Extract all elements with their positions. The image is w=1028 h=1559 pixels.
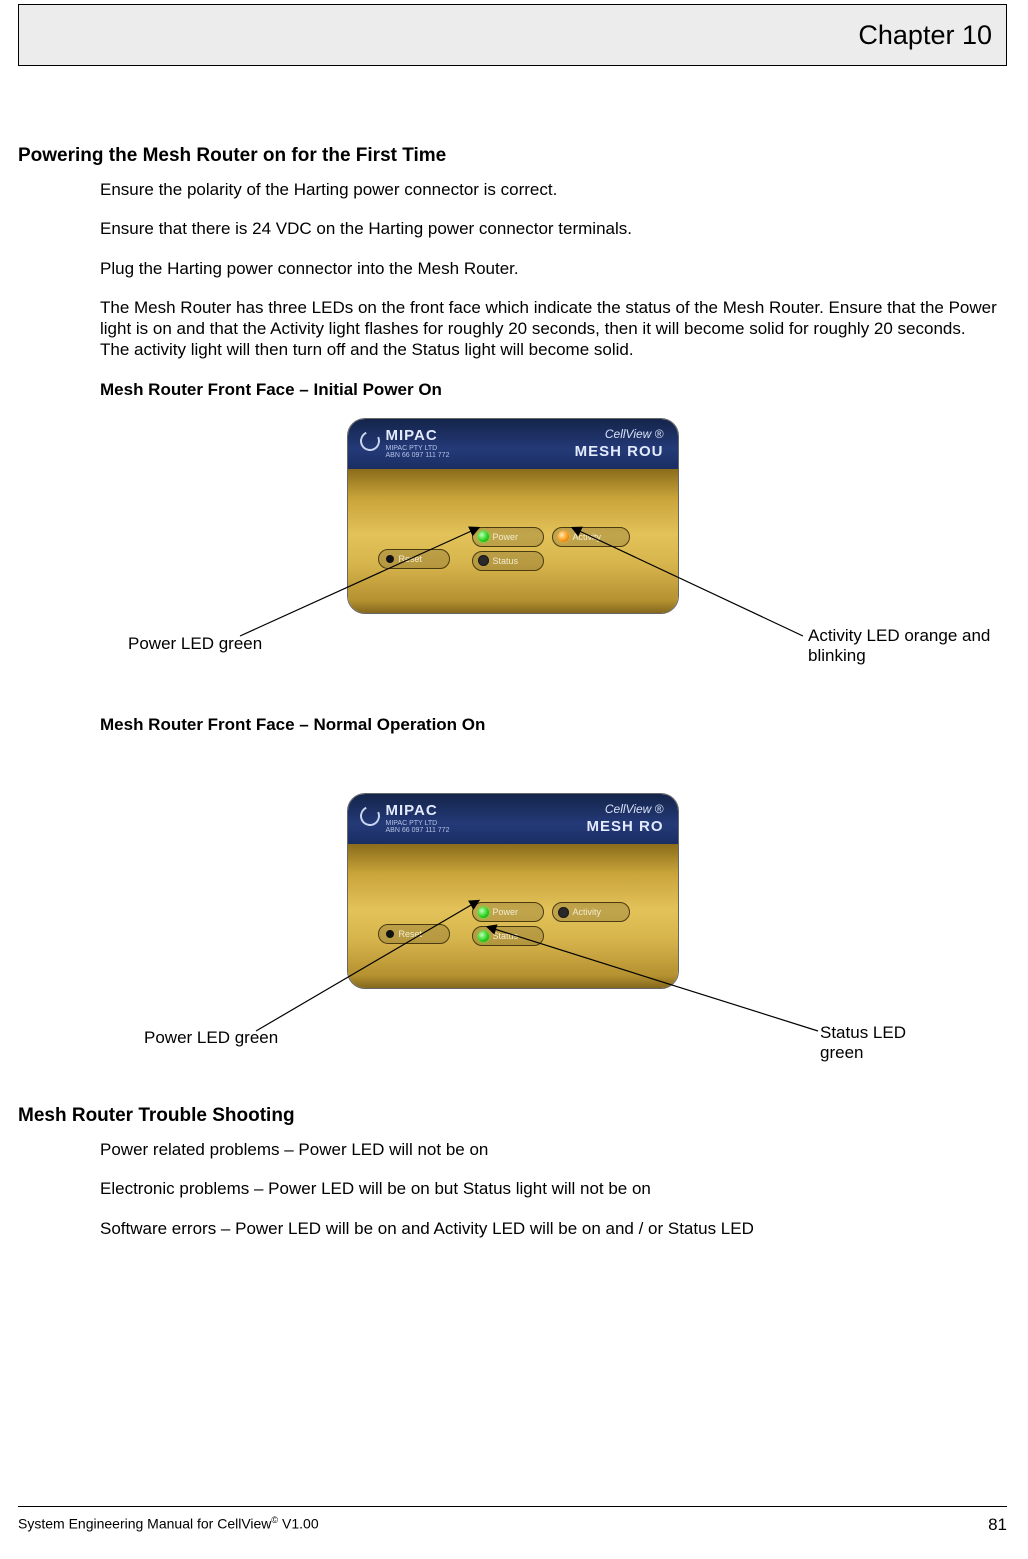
activity-led-icon <box>558 907 569 918</box>
footer-title-pre: System Engineering Manual for CellView <box>18 1516 271 1532</box>
para: Ensure that there is 24 VDC on the Harti… <box>100 218 997 239</box>
fig1-right-label: Activity LED orange and blinking <box>808 626 998 667</box>
activity-pill: Activity <box>552 902 630 922</box>
logo-icon <box>357 428 383 454</box>
status-label: Status <box>493 556 519 566</box>
para: Power related problems – Power LED will … <box>100 1139 997 1160</box>
figure-1-caption: Mesh Router Front Face – Initial Power O… <box>100 379 997 400</box>
device-body-strip: Reset Power Status Activity <box>348 469 678 614</box>
fig2-right-label: Status LED green <box>820 1023 950 1064</box>
fig1-left-label: Power LED green <box>128 634 262 654</box>
power-led-icon <box>478 907 489 918</box>
status-pill: Status <box>472 926 544 946</box>
device-top-strip: MIPAC MIPAC PTY LTD ABN 66 097 111 772 C… <box>348 794 678 844</box>
reset-pill: Reset <box>378 549 450 569</box>
product-top: CellView ® <box>605 427 664 441</box>
power-led-icon <box>478 531 489 542</box>
footer-doc-title: System Engineering Manual for CellView© … <box>18 1515 319 1532</box>
reset-hole-icon <box>386 555 394 563</box>
status-led-icon <box>478 931 489 942</box>
section-2-title: Mesh Router Trouble Shooting <box>18 1105 1007 1127</box>
reset-label: Reset <box>399 554 423 564</box>
figure-2-caption: Mesh Router Front Face – Normal Operatio… <box>100 714 997 735</box>
activity-led-icon <box>558 531 569 542</box>
para: Electronic problems – Power LED will be … <box>100 1178 997 1199</box>
chapter-header: Chapter 10 <box>18 4 1007 66</box>
reset-hole-icon <box>386 930 394 938</box>
activity-label: Activity <box>573 907 602 917</box>
power-pill: Power <box>472 902 544 922</box>
brand-text: MIPAC <box>386 427 438 444</box>
device-top-strip: MIPAC MIPAC PTY LTD ABN 66 097 111 772 C… <box>348 419 678 469</box>
activity-pill: Activity <box>552 527 630 547</box>
footer-title-post: V1.00 <box>278 1516 318 1532</box>
para: Software errors – Power LED will be on a… <box>100 1218 997 1239</box>
activity-label: Activity <box>573 532 602 542</box>
power-label: Power <box>493 907 519 917</box>
page-footer: System Engineering Manual for CellView© … <box>18 1506 1007 1535</box>
brand-text: MIPAC <box>386 802 438 819</box>
page-content: Powering the Mesh Router on for the Firs… <box>18 145 1007 1257</box>
brand-sub1: MIPAC PTY LTD <box>386 445 438 452</box>
reset-pill: Reset <box>378 924 450 944</box>
fig2-left-label: Power LED green <box>144 1028 278 1048</box>
figure-2: MIPAC MIPAC PTY LTD ABN 66 097 111 772 C… <box>18 753 1007 1093</box>
para: Ensure the polarity of the Harting power… <box>100 179 997 200</box>
device-body-strip: Reset Power Status Activity <box>348 844 678 989</box>
chapter-title: Chapter 10 <box>858 20 992 51</box>
brand-sub2: ABN 66 097 111 772 <box>386 827 450 834</box>
status-pill: Status <box>472 551 544 571</box>
device-photo-1: MIPAC MIPAC PTY LTD ABN 66 097 111 772 C… <box>347 418 679 614</box>
brand-sub: MIPAC PTY LTD ABN 66 097 111 772 <box>386 820 450 834</box>
logo-icon <box>357 803 383 829</box>
product-main: MESH RO <box>586 818 663 835</box>
product-top: CellView ® <box>605 802 664 816</box>
product-main: MESH ROU <box>575 443 664 460</box>
reset-label: Reset <box>399 929 423 939</box>
status-led-icon <box>478 555 489 566</box>
para: Plug the Harting power connector into th… <box>100 258 997 279</box>
para: The Mesh Router has three LEDs on the fr… <box>100 297 997 361</box>
brand-sub2: ABN 66 097 111 772 <box>386 452 450 459</box>
page-number: 81 <box>988 1515 1007 1535</box>
status-label: Status <box>493 931 519 941</box>
device-photo-2: MIPAC MIPAC PTY LTD ABN 66 097 111 772 C… <box>347 793 679 989</box>
power-pill: Power <box>472 527 544 547</box>
power-label: Power <box>493 532 519 542</box>
figure-1: MIPAC MIPAC PTY LTD ABN 66 097 111 772 C… <box>18 418 1007 708</box>
brand-sub1: MIPAC PTY LTD <box>386 820 438 827</box>
brand-sub: MIPAC PTY LTD ABN 66 097 111 772 <box>386 445 450 459</box>
section-1-title: Powering the Mesh Router on for the Firs… <box>18 145 1007 167</box>
